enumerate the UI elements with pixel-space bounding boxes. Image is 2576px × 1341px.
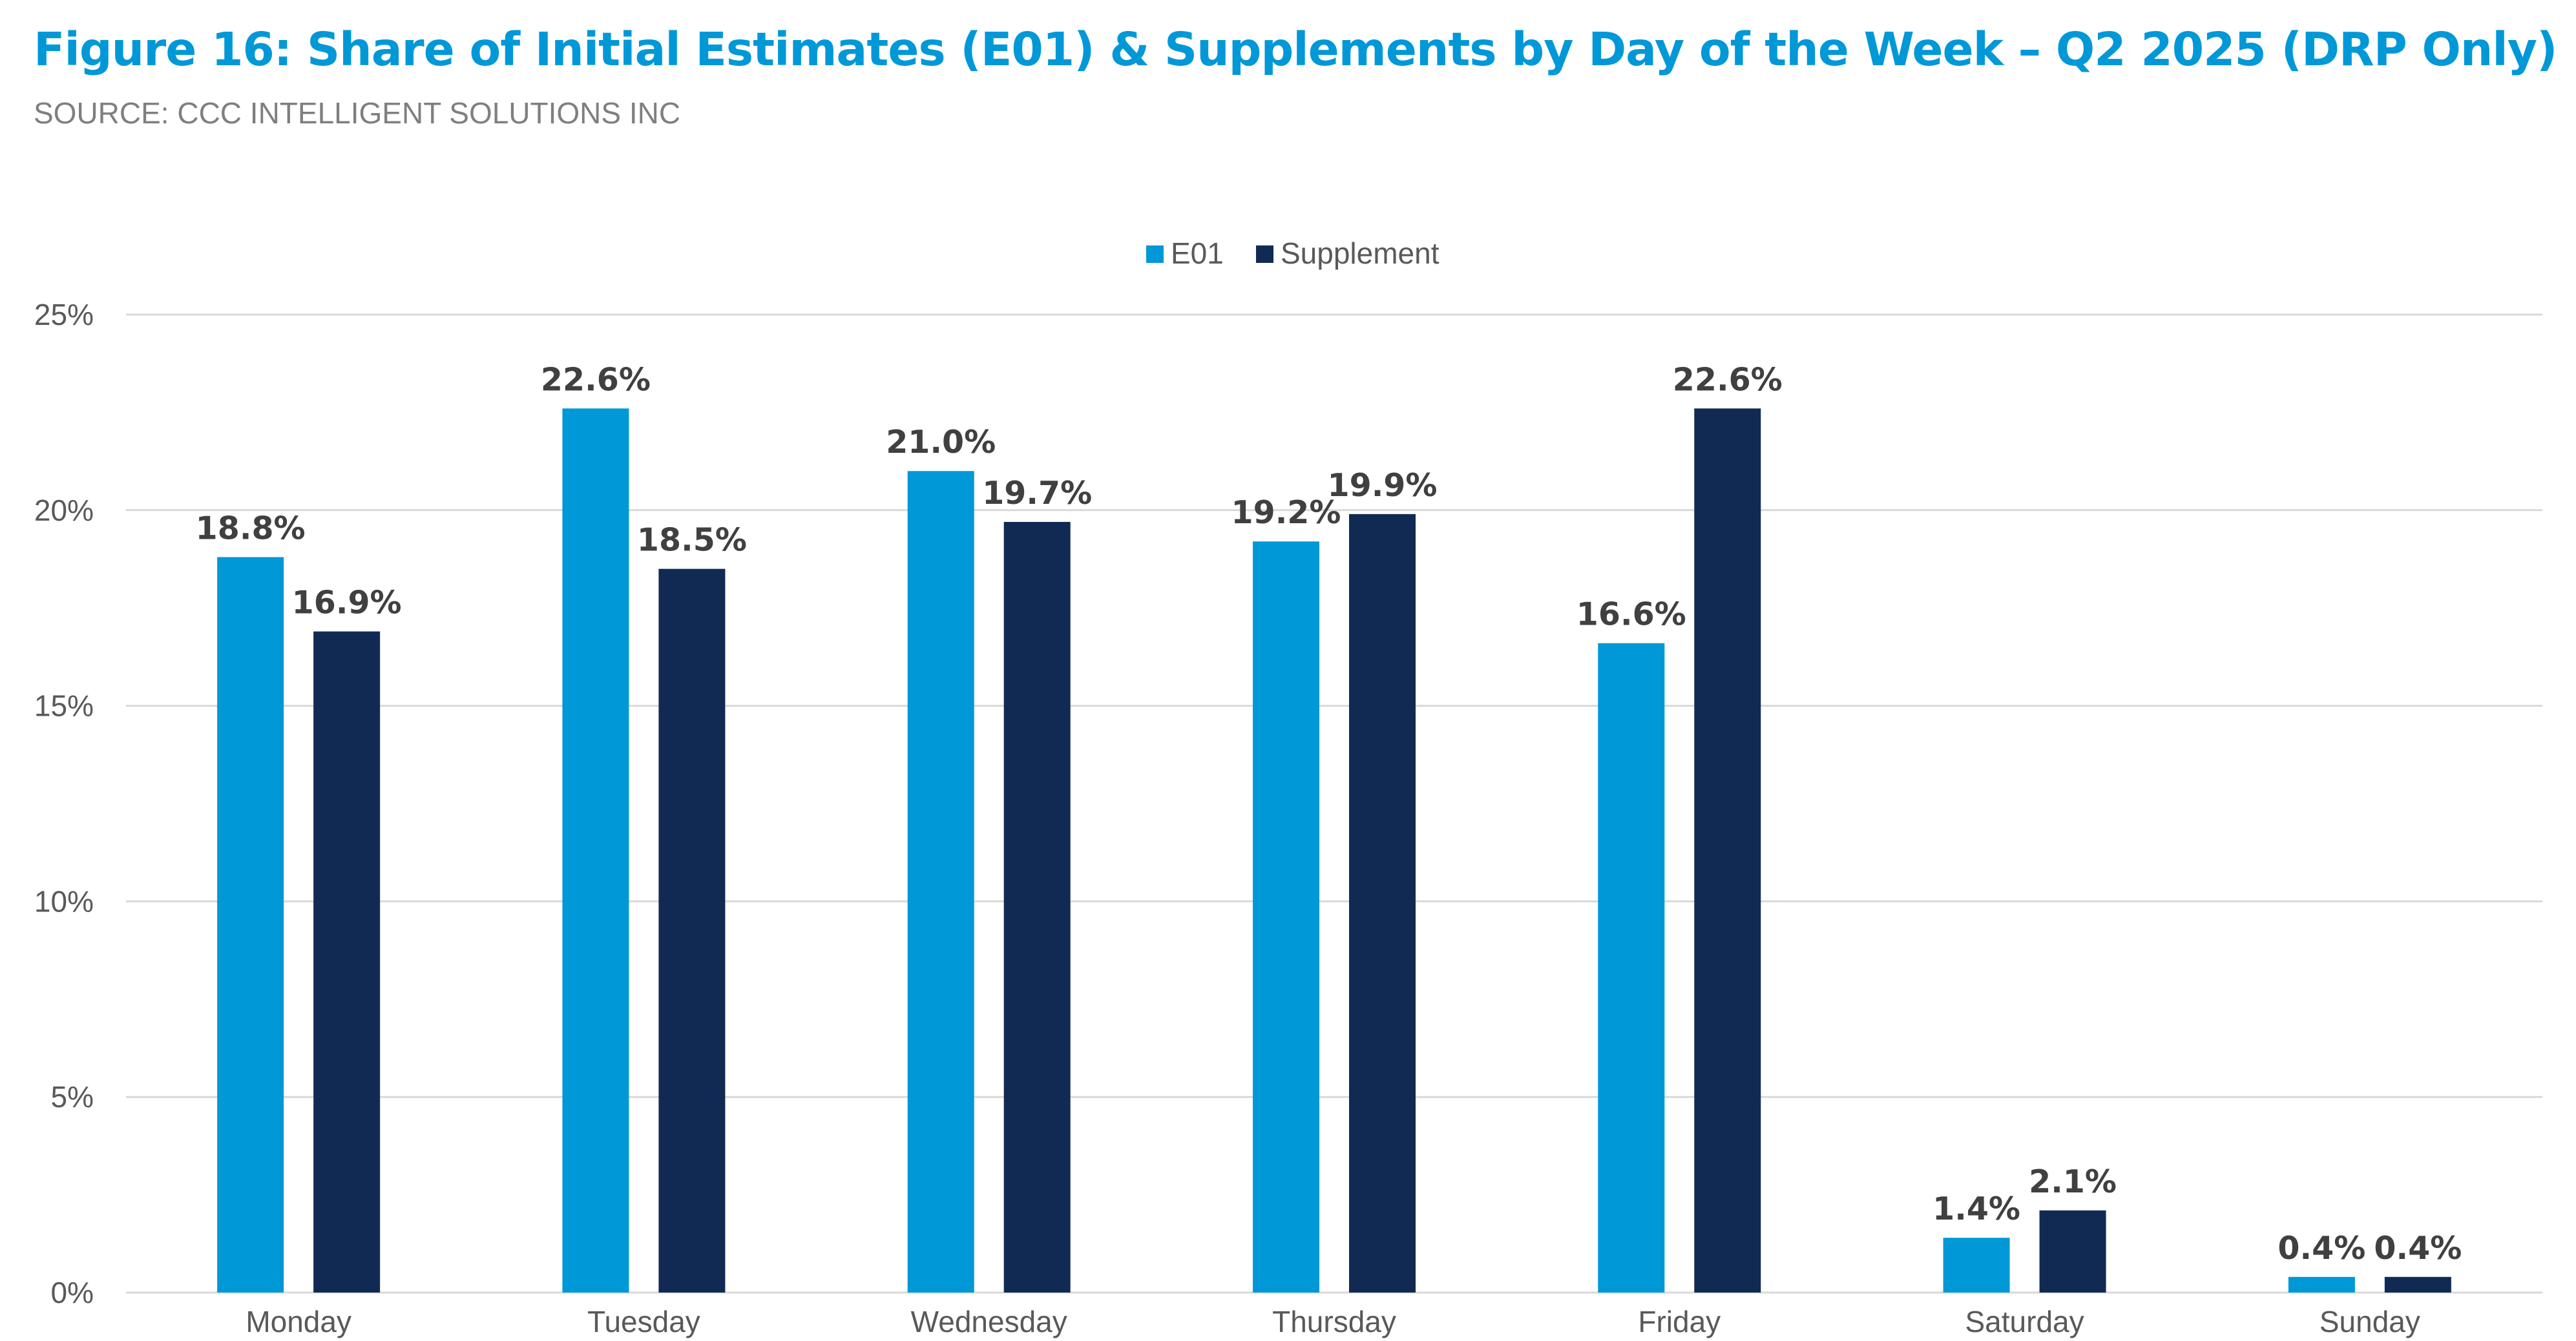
- legend-label: Supplement: [1281, 236, 1440, 270]
- bar-e01-thursday: [1253, 541, 1319, 1293]
- bar-supplement-tuesday: [658, 568, 726, 1293]
- y-tick-label: 15%: [34, 689, 94, 723]
- bar-supplement-wednesday: [1003, 521, 1071, 1293]
- data-label: 18.5%: [637, 522, 747, 559]
- y-tick-label: 5%: [51, 1080, 94, 1114]
- legend-swatch: [1256, 245, 1273, 263]
- data-label: 19.2%: [1231, 494, 1341, 531]
- data-label: 19.9%: [1328, 467, 1438, 504]
- data-label: 1.4%: [1932, 1190, 2020, 1227]
- bar-supplement-thursday: [1349, 514, 1416, 1293]
- data-label: 0.4%: [2374, 1230, 2462, 1267]
- data-label: 21.0%: [886, 424, 996, 461]
- chart-source: SOURCE: CCC INTELLIGENT SOLUTIONS INC: [34, 96, 681, 130]
- data-label: 22.6%: [1673, 361, 1783, 398]
- y-axis-ticks: 0% 5% 10% 15% 20% 25%: [34, 298, 94, 1309]
- gridlines: [126, 313, 2542, 1294]
- bar-supplement-saturday: [2039, 1210, 2106, 1293]
- bar-supplement-monday: [313, 631, 381, 1293]
- bar-e01-sunday: [2288, 1276, 2355, 1293]
- bar-supplement-sunday: [2384, 1276, 2451, 1293]
- y-tick-label: 25%: [34, 298, 94, 331]
- y-tick-label: 0%: [51, 1276, 94, 1309]
- data-label: 16.6%: [1576, 596, 1686, 633]
- bar-e01-tuesday: [562, 408, 629, 1293]
- x-category-label: Wednesday: [911, 1305, 1067, 1338]
- x-category-label: Sunday: [2319, 1305, 2420, 1338]
- data-label: 16.9%: [292, 585, 402, 621]
- data-label: 19.7%: [982, 475, 1092, 512]
- legend-label: E01: [1171, 236, 1224, 270]
- x-category-label: Friday: [1638, 1305, 1721, 1338]
- bar-supplement-friday: [1694, 408, 1761, 1293]
- bar-e01-friday: [1598, 643, 1665, 1293]
- x-category-label: Saturday: [1965, 1305, 2084, 1338]
- data-labels: 18.8% 16.9% 22.6% 18.5% 21.0% 19.7% 19.2%19.9%…: [196, 361, 2462, 1266]
- bar-e01-monday: [217, 557, 284, 1293]
- data-label: 2.1%: [2029, 1163, 2117, 1200]
- legend: E01 Supplement: [1146, 236, 1440, 270]
- x-category-label: Monday: [246, 1305, 351, 1338]
- y-tick-label: 10%: [34, 884, 94, 918]
- x-axis-categories: Monday Tuesday Wednesday Thursday Friday Satu…: [246, 1305, 2420, 1338]
- data-label: 0.4%: [2278, 1230, 2365, 1267]
- bar-e01-saturday: [1943, 1238, 2010, 1293]
- data-label: 22.6%: [541, 361, 651, 398]
- legend-swatch: [1146, 245, 1164, 263]
- x-category-label: Thursday: [1272, 1305, 1396, 1338]
- y-tick-label: 20%: [34, 494, 94, 527]
- bar-e01-wednesday: [907, 471, 974, 1293]
- bars: [217, 408, 2451, 1293]
- chart-title: Figure 16: Share of Initial Estimates (E…: [34, 23, 2557, 76]
- x-category-label: Tuesday: [587, 1305, 700, 1338]
- data-label: 18.8%: [196, 510, 306, 546]
